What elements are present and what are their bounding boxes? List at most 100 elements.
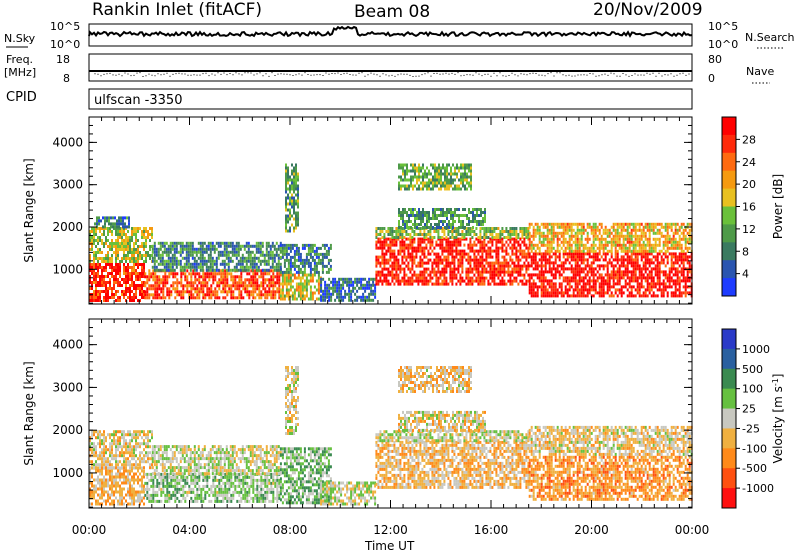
power-cell [686, 291, 689, 295]
power-cell [416, 214, 418, 217]
power-cell [682, 234, 685, 238]
power-cell [93, 269, 95, 272]
power-cell [642, 243, 645, 247]
power-cell [397, 276, 400, 280]
power-cell [216, 296, 219, 300]
power-cell [409, 233, 412, 236]
power-cell [389, 243, 392, 247]
power-cell [105, 260, 107, 263]
power-cell [195, 250, 198, 254]
power-cell [427, 273, 430, 277]
power-cell [596, 225, 599, 229]
power-cell [424, 181, 426, 185]
power-cell [451, 240, 454, 244]
power-cell [479, 246, 482, 250]
power-cell [634, 234, 637, 238]
power-cell [447, 255, 450, 259]
power-cell [225, 268, 228, 272]
power-cell [521, 252, 524, 256]
power-cell [534, 267, 537, 271]
power-cell [105, 296, 107, 299]
power-cell [620, 228, 623, 232]
power-cell [501, 264, 504, 268]
power-cell [662, 261, 665, 265]
power-cell [660, 294, 663, 298]
power-cell [295, 288, 298, 292]
power-cell [113, 266, 115, 269]
power-cell [139, 257, 141, 260]
power-cell [299, 285, 302, 289]
power-cell [475, 258, 478, 262]
power-cell [440, 178, 442, 182]
power-cell [212, 281, 215, 285]
power-cell [223, 250, 226, 254]
power-cell [277, 265, 280, 269]
power-cell [197, 256, 200, 260]
power-cell [103, 233, 105, 236]
power-cell [309, 285, 312, 289]
power-cell [221, 259, 224, 263]
power-cell [153, 256, 156, 260]
power-cell [198, 272, 201, 276]
power-cell [276, 275, 279, 279]
power-cell [610, 249, 613, 253]
power-cell [666, 249, 669, 253]
power-cell [626, 276, 629, 280]
power-cell [253, 259, 256, 263]
power-cell [682, 222, 685, 226]
power-cell [473, 261, 476, 265]
power-cell [440, 184, 442, 188]
power-cell [139, 227, 141, 230]
power-cell [618, 237, 621, 241]
power-cell [344, 277, 347, 281]
power-cell [513, 233, 516, 236]
power-cell [133, 257, 135, 260]
power-cell [297, 258, 300, 262]
power-cell [164, 278, 167, 282]
power-cell [670, 222, 673, 226]
power-cell [165, 262, 168, 266]
power-cell [584, 264, 587, 268]
power-cell [125, 248, 127, 251]
power-cell [560, 285, 563, 289]
power-cell [477, 236, 480, 239]
power-cell [129, 266, 131, 269]
power-cell [190, 290, 193, 294]
power-cell [168, 296, 171, 300]
power-cell [449, 252, 452, 256]
power-cell [411, 227, 414, 230]
power-cell [156, 293, 159, 297]
power-cell [167, 259, 170, 263]
power-cell [440, 169, 442, 173]
power-cell [418, 217, 420, 220]
power-cell [281, 291, 284, 295]
power-cell [678, 252, 681, 256]
power-cell [640, 273, 643, 277]
power-cell [205, 250, 208, 254]
power-cell [578, 246, 581, 250]
power-cell [257, 241, 260, 245]
power-cell [435, 279, 438, 283]
power-cell [198, 290, 201, 294]
power-cell [209, 268, 212, 272]
power-cell [678, 279, 681, 283]
power-cell [503, 249, 506, 253]
power-cell [262, 278, 265, 282]
power-cell [121, 284, 123, 287]
power-cell [576, 237, 579, 241]
power-cell [160, 287, 163, 291]
power-cell [317, 291, 320, 295]
power-cell [97, 266, 99, 269]
power-cell [532, 291, 535, 295]
power-cell [446, 166, 448, 170]
power-cell [632, 249, 635, 253]
power-cell [480, 208, 482, 211]
power-cell [489, 261, 492, 265]
power-cell [446, 223, 448, 226]
power-cell [440, 214, 442, 217]
power-cell [442, 181, 444, 185]
power-cell [678, 225, 681, 229]
power-cell [279, 291, 282, 295]
power-cell [117, 281, 119, 284]
power-cell [546, 288, 549, 292]
